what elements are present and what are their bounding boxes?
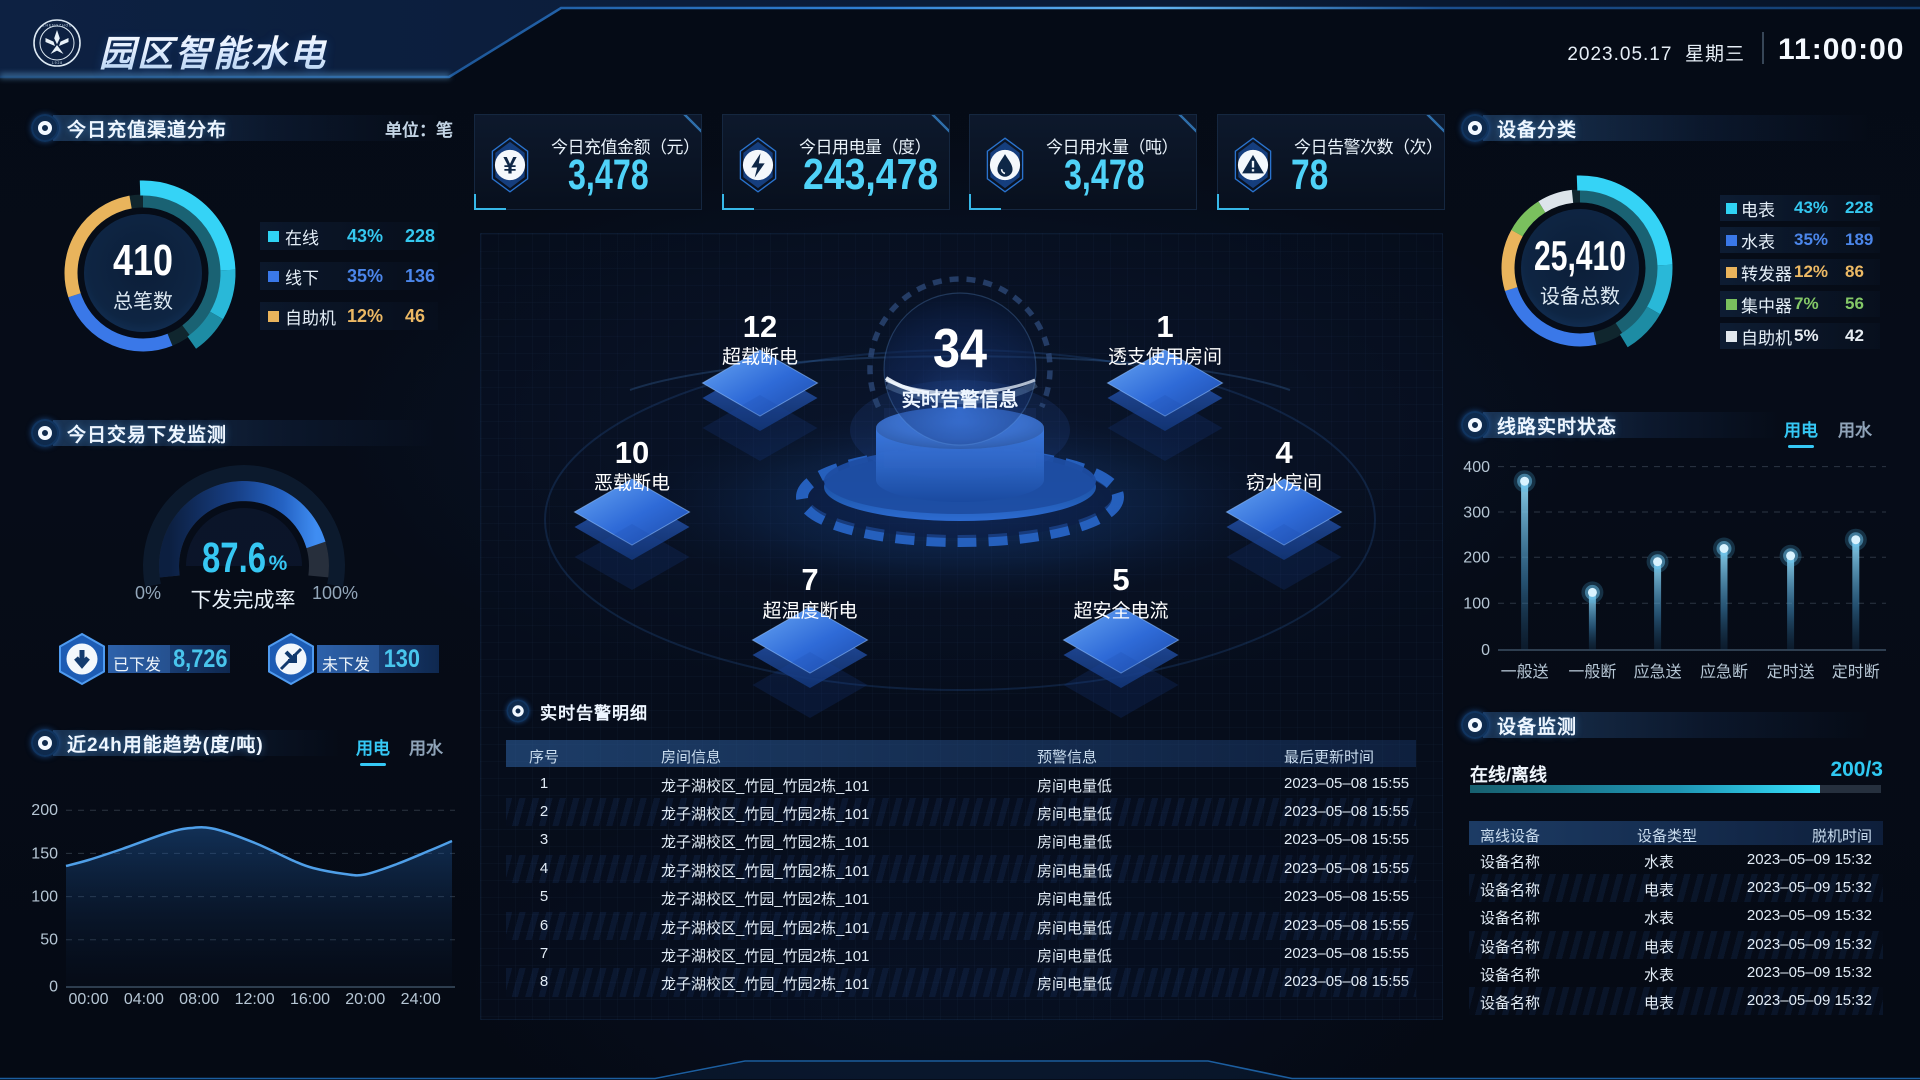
svg-text:410: 410 xyxy=(113,236,173,285)
svg-text:总笔数: 总笔数 xyxy=(113,290,173,313)
svg-text:0: 0 xyxy=(49,979,58,996)
svg-text:150: 150 xyxy=(31,845,58,862)
svg-text:5: 5 xyxy=(1112,562,1129,597)
svg-text:应急送: 应急送 xyxy=(1634,662,1682,681)
svg-text:窃水房间: 窃水房间 xyxy=(1246,472,1322,494)
svg-text:200: 200 xyxy=(31,802,58,819)
svg-text:04:00: 04:00 xyxy=(124,991,164,1008)
svg-text:透支使用房间: 透支使用房间 xyxy=(1108,346,1222,368)
svg-text:定时送: 定时送 xyxy=(1767,663,1815,681)
svg-text:超安全电流: 超安全电流 xyxy=(1073,600,1168,622)
svg-text:7: 7 xyxy=(801,562,818,597)
svg-text:%: % xyxy=(269,552,288,575)
svg-text:一般断: 一般断 xyxy=(1568,663,1616,681)
svg-text:1 9 2 8: 1 9 2 8 xyxy=(52,61,62,65)
svg-text:20:00: 20:00 xyxy=(345,991,385,1008)
svg-text:50: 50 xyxy=(40,932,58,949)
svg-text:12:00: 12:00 xyxy=(235,991,275,1008)
svg-text:一般送: 一般送 xyxy=(1501,663,1549,681)
svg-text:16:00: 16:00 xyxy=(290,991,330,1008)
svg-text:100: 100 xyxy=(1463,596,1490,613)
svg-text:设备总数: 设备总数 xyxy=(1540,285,1620,308)
svg-text:0: 0 xyxy=(1481,642,1490,659)
svg-text:300: 300 xyxy=(1463,504,1490,521)
svg-text:恶载断电: 恶载断电 xyxy=(594,472,670,494)
svg-text:00:00: 00:00 xyxy=(68,991,108,1008)
svg-text:24:00: 24:00 xyxy=(401,991,441,1008)
svg-text:25,410: 25,410 xyxy=(1534,232,1626,279)
svg-text:超温度断电: 超温度断电 xyxy=(762,600,857,622)
svg-text:¥: ¥ xyxy=(503,152,517,179)
svg-text:1: 1 xyxy=(1156,309,1173,344)
svg-text:200: 200 xyxy=(1463,550,1490,567)
svg-text:4: 4 xyxy=(1275,435,1293,470)
svg-text:应急断: 应急断 xyxy=(1700,662,1748,681)
svg-text:Z H E N G Z H O U: Z H E N G Z H O U xyxy=(42,23,72,27)
svg-text:10: 10 xyxy=(615,435,649,470)
svg-text:12: 12 xyxy=(743,309,777,344)
svg-text:87.6: 87.6 xyxy=(202,534,266,582)
svg-text:400: 400 xyxy=(1463,459,1490,476)
svg-text:34: 34 xyxy=(933,317,987,379)
svg-text:08:00: 08:00 xyxy=(179,991,219,1008)
svg-text:超载断电: 超载断电 xyxy=(722,346,798,368)
svg-text:100: 100 xyxy=(31,889,58,906)
svg-text:实时告警信息: 实时告警信息 xyxy=(901,388,1018,411)
svg-text:定时断: 定时断 xyxy=(1832,663,1880,681)
